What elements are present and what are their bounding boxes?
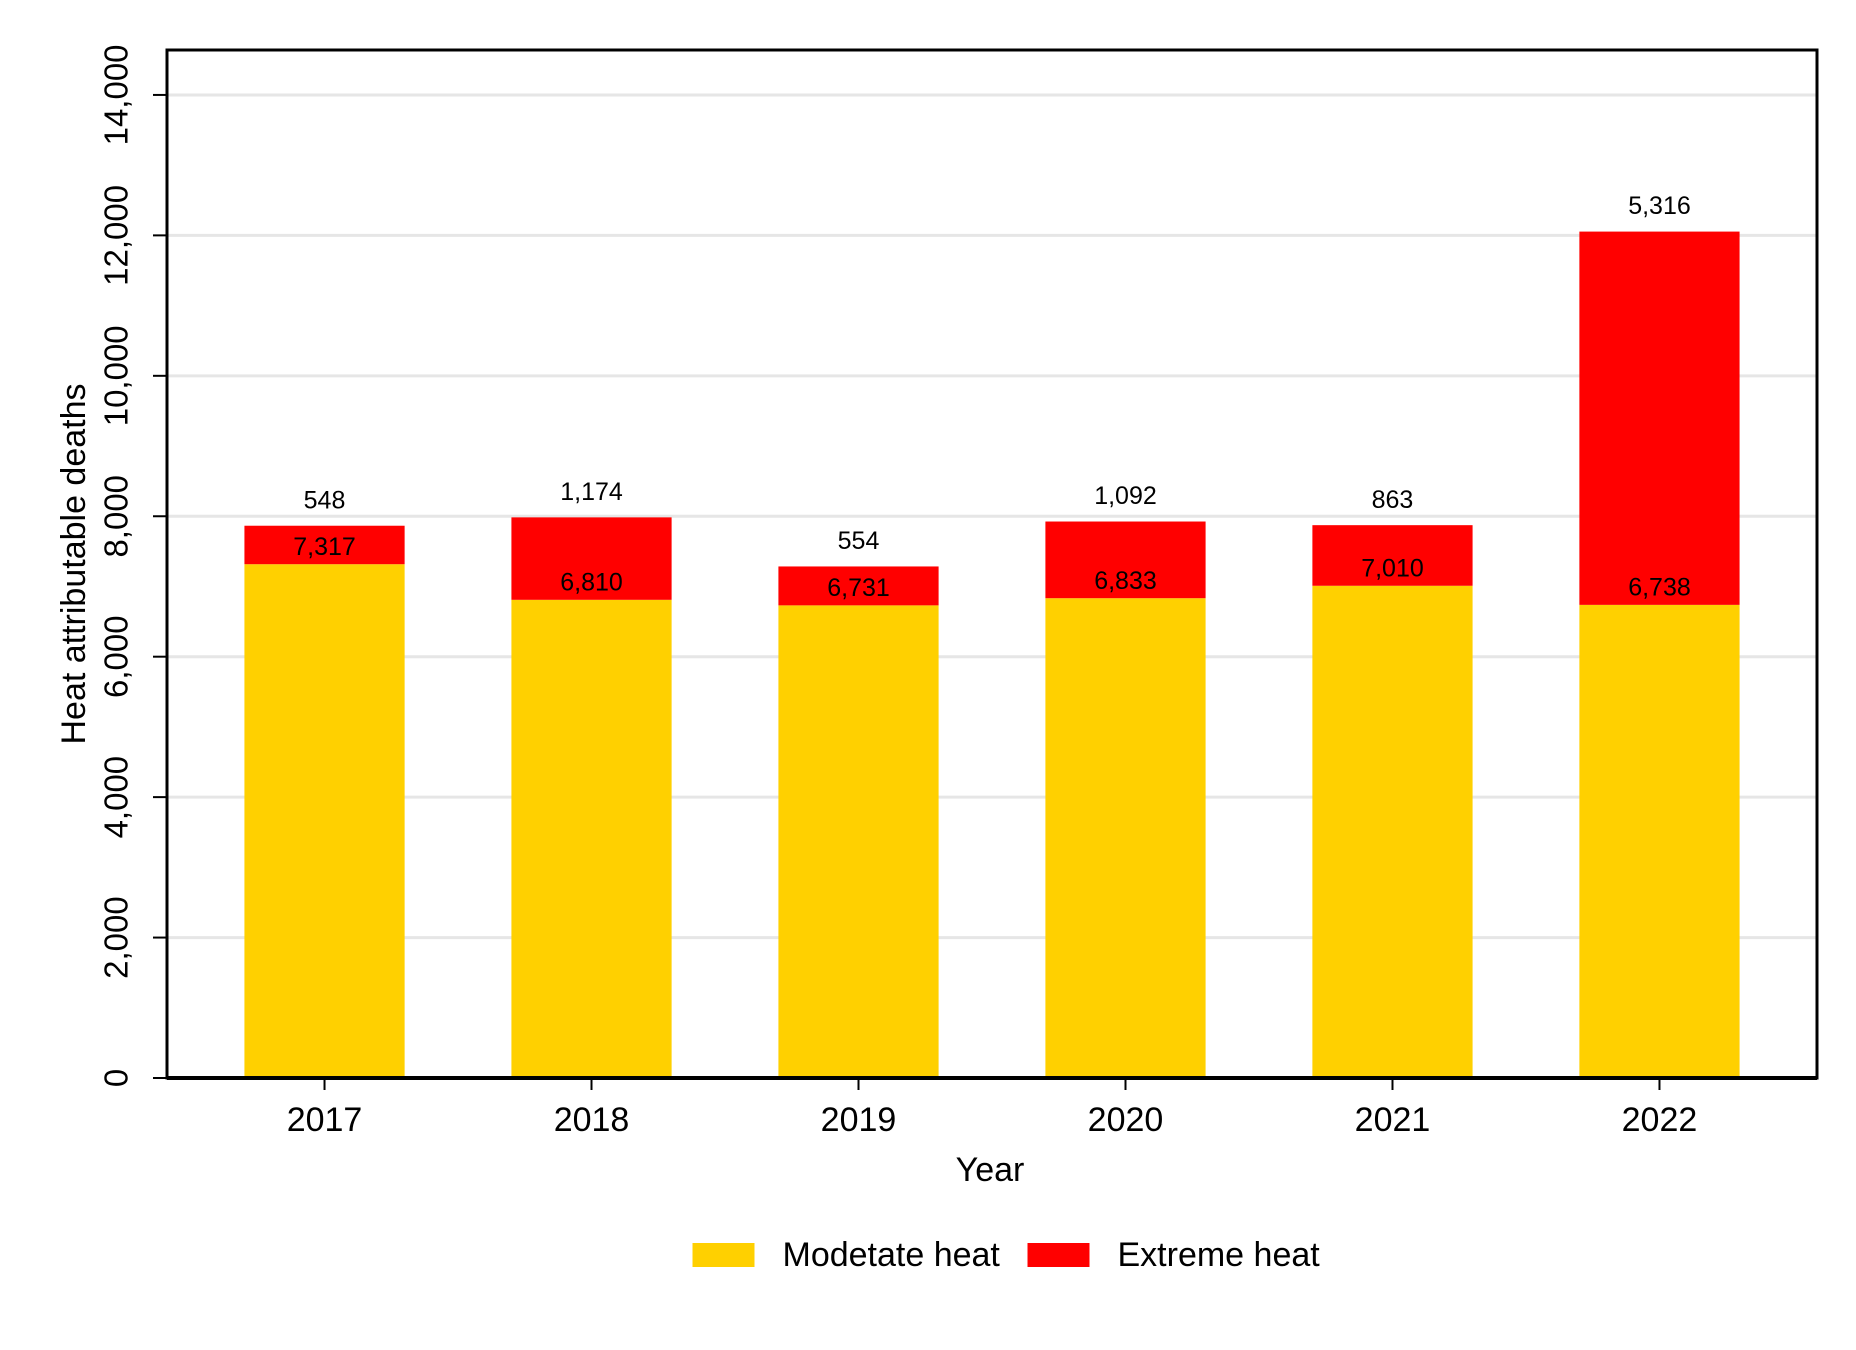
value-label: 554 [838, 527, 880, 555]
x-axis-label: Year [956, 1151, 1025, 1189]
bar-segment [244, 525, 405, 565]
value-label: 863 [1372, 486, 1414, 514]
x-tick-label: 2022 [1622, 1101, 1698, 1139]
bar-segment [244, 564, 405, 1078]
value-label: 7,010 [1361, 554, 1424, 582]
bar-segment [1579, 231, 1740, 605]
x-tick-label: 2019 [821, 1101, 897, 1139]
bar-segment [778, 605, 939, 1078]
value-label: 6,810 [560, 568, 623, 596]
bar-segment [1312, 525, 1473, 586]
value-label: 5,316 [1628, 192, 1691, 220]
legend-swatch [1027, 1243, 1090, 1267]
bar-segment [1045, 598, 1206, 1078]
legend-swatch [692, 1243, 755, 1267]
legend-label: Modetate heat [783, 1236, 1001, 1274]
bar-segment [1579, 604, 1740, 1078]
value-label: 6,731 [827, 574, 890, 602]
x-tick-label: 2017 [287, 1101, 363, 1139]
value-label: 1,174 [560, 478, 623, 506]
y-tick-label: 8,000 [98, 475, 135, 558]
plot-frame [165, 48, 1819, 1080]
value-label: 7,317 [293, 533, 356, 561]
value-label: 6,738 [1628, 573, 1691, 601]
value-label: 1,092 [1094, 482, 1157, 510]
y-tick-label: 0 [98, 1069, 135, 1087]
y-tick-label: 2,000 [98, 896, 135, 979]
value-label: 6,833 [1094, 567, 1157, 595]
value-label: 548 [304, 486, 346, 514]
y-tick-label: 4,000 [98, 756, 135, 839]
y-axis-label: Heat attributable deaths [55, 383, 93, 744]
bar-segment [778, 566, 939, 606]
y-tick-label: 14,000 [98, 44, 135, 145]
bar-segment [511, 599, 672, 1078]
x-tick-label: 2021 [1355, 1101, 1431, 1139]
y-tick-label: 12,000 [98, 185, 135, 286]
x-tick-label: 2020 [1088, 1101, 1164, 1139]
y-tick-label: 10,000 [98, 325, 135, 426]
bar-segment [1045, 521, 1206, 599]
bar-segment [1312, 585, 1473, 1078]
y-tick-label: 6,000 [98, 615, 135, 698]
bar-segment [511, 517, 672, 600]
x-tick-label: 2018 [554, 1101, 630, 1139]
legend-label: Extreme heat [1118, 1236, 1321, 1274]
